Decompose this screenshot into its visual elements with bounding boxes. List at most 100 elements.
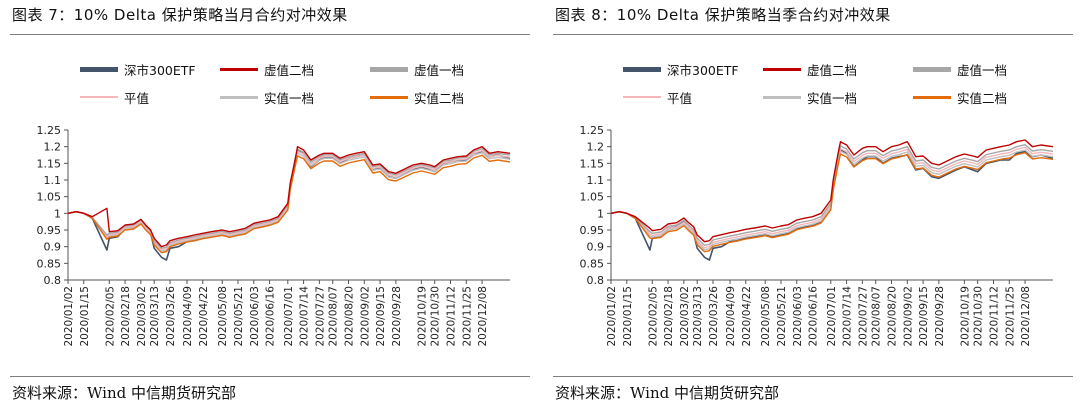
series-line	[610, 144, 1054, 247]
legend-item: 深市300ETF	[623, 58, 739, 80]
x-tick-label: 2020/07/27	[314, 286, 326, 347]
y-tick-label: 1.25	[580, 124, 605, 137]
x-tick-label: 2020/11/25	[461, 286, 473, 347]
x-tick-label: 2020/01/15	[622, 286, 634, 347]
chart-title: 图表 7：10% Delta 保护策略当月合约对冲效果	[12, 6, 348, 24]
legend-item: 虚值一档	[370, 58, 464, 80]
bottom-rule	[10, 376, 530, 377]
chart-title: 图表 8：10% Delta 保护策略当季合约对冲效果	[555, 6, 891, 24]
series-line	[610, 152, 1054, 253]
legend-item: 虚值一档	[913, 58, 1007, 80]
x-tick-label: 2020/02/05	[647, 286, 659, 347]
x-tick-label: 2020/03/26	[708, 286, 720, 347]
x-tick-label: 2020/09/02	[902, 286, 914, 347]
x-tick-label: 2020/07/01	[283, 286, 295, 347]
line-chart: 1.251.21.151.11.0510.950.90.850.82020/01…	[37, 124, 511, 347]
legend-swatch	[623, 96, 661, 98]
legend-swatch	[623, 66, 661, 72]
x-tick-label: 2020/10/30	[973, 286, 985, 347]
y-tick-label: 1.1	[44, 174, 62, 187]
x-tick-label: 2020/01/15	[79, 286, 91, 347]
legend-label: 深市300ETF	[667, 62, 739, 78]
legend-swatch	[80, 66, 118, 72]
legend-label: 平值	[667, 90, 693, 106]
legend-swatch	[913, 95, 951, 99]
x-tick-label: 2020/04/22	[198, 286, 210, 347]
x-tick-label: 2020/01/02	[606, 286, 618, 347]
x-tick-label: 2020/04/22	[741, 286, 753, 347]
chart-panel-quarterly: 图表 8：10% Delta 保护策略当季合约对冲效果 深市300ETF 虚值二档…	[553, 0, 1073, 415]
legend-label: 虚值一档	[957, 62, 1008, 78]
x-tick-label: 2020/12/08	[1020, 286, 1032, 347]
legend-swatch	[370, 66, 408, 72]
legend-label: 实值二档	[414, 90, 465, 106]
x-tick-label: 2020/03/26	[165, 286, 177, 347]
legend-item: 深市300ETF	[80, 58, 196, 80]
legend-swatch	[80, 96, 118, 98]
legend-item: 平值	[623, 86, 692, 108]
x-tick-label: 2020/11/12	[989, 286, 1001, 347]
x-tick-label: 2020/02/05	[104, 286, 116, 347]
x-tick-label: 2020/12/08	[477, 286, 489, 347]
x-tick-label: 2020/05/08	[217, 286, 229, 347]
y-tick-label: 1.2	[44, 141, 62, 154]
legend-item: 实值二档	[370, 86, 464, 108]
legend-label: 虚值二档	[807, 62, 858, 78]
legend-swatch	[370, 95, 408, 99]
legend-label: 虚值二档	[264, 62, 315, 78]
y-tick-label: 0.85	[37, 257, 62, 270]
chart-panel-monthly: 图表 7：10% Delta 保护策略当月合约对冲效果 深市300ETF 虚值二档…	[10, 0, 530, 415]
source-note: 资料来源：Wind 中信期货研究部	[555, 384, 779, 402]
x-tick-label: 2020/10/19	[416, 286, 428, 347]
top-rule	[10, 34, 530, 35]
legend-swatch	[913, 66, 951, 72]
legend-swatch	[220, 67, 258, 71]
x-tick-label: 2020/03/02	[679, 286, 691, 347]
legend-item: 平值	[80, 86, 149, 108]
legend-item: 实值二档	[913, 86, 1007, 108]
y-tick-label: 0.8	[587, 274, 605, 287]
y-tick-label: 1.2	[587, 141, 605, 154]
x-tick-label: 2020/11/25	[1004, 286, 1016, 347]
line-chart: 1.251.21.151.11.0510.950.90.850.82020/01…	[580, 124, 1054, 347]
x-tick-label: 2020/08/20	[344, 286, 356, 347]
x-tick-label: 2020/07/01	[826, 286, 838, 347]
x-tick-label: 2020/05/21	[776, 286, 788, 347]
x-tick-label: 2020/10/19	[959, 286, 971, 347]
legend-swatch	[763, 95, 801, 99]
series-line	[610, 139, 1054, 243]
x-tick-label: 2020/06/03	[792, 286, 804, 347]
legend-label: 平值	[124, 90, 150, 106]
x-tick-label: 2020/07/14	[299, 286, 311, 347]
x-tick-label: 2020/09/02	[359, 286, 371, 347]
legend: 深市300ETF 虚值二档 虚值一档平值 实值一档 实值二档	[10, 50, 530, 110]
legend-label: 实值一档	[807, 90, 858, 106]
x-tick-label: 2020/03/13	[692, 286, 704, 347]
legend-item: 实值一档	[220, 86, 314, 108]
x-tick-label: 2020/09/15	[918, 286, 930, 347]
x-tick-label: 2020/09/28	[391, 286, 403, 347]
x-tick-label: 2020/11/12	[446, 286, 458, 347]
y-tick-label: 1.15	[37, 157, 62, 170]
x-tick-label: 2020/06/03	[249, 286, 261, 347]
x-tick-label: 2020/08/07	[871, 286, 883, 347]
legend-label: 深市300ETF	[124, 62, 196, 78]
x-tick-label: 2020/08/20	[887, 286, 899, 347]
x-tick-label: 2020/07/14	[842, 286, 854, 347]
series-line	[67, 154, 511, 254]
legend-item: 实值一档	[763, 86, 857, 108]
x-tick-label: 2020/01/02	[63, 286, 75, 347]
y-tick-label: 1	[597, 207, 604, 220]
x-tick-label: 2020/05/21	[233, 286, 245, 347]
legend-swatch	[220, 95, 258, 99]
x-tick-label: 2020/09/28	[934, 286, 946, 347]
bottom-rule	[553, 376, 1073, 377]
legend-label: 实值二档	[957, 90, 1008, 106]
x-tick-label: 2020/03/02	[136, 286, 148, 347]
x-tick-label: 2020/10/30	[430, 286, 442, 347]
x-tick-label: 2020/06/16	[265, 286, 277, 347]
x-tick-label: 2020/04/09	[182, 286, 194, 347]
y-tick-label: 1.15	[580, 157, 605, 170]
legend: 深市300ETF 虚值二档 虚值一档平值 实值一档 实值二档	[553, 50, 1073, 110]
top-rule	[553, 34, 1073, 35]
